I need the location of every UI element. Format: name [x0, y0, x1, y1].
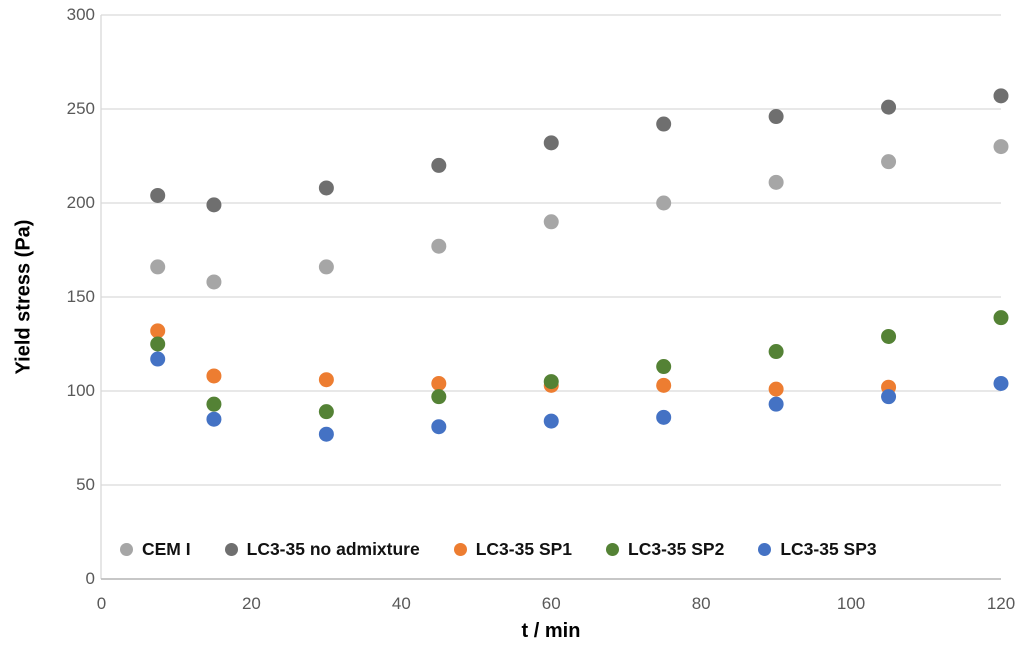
legend-marker-icon — [224, 542, 238, 556]
x-axis-title: t / min — [521, 620, 581, 642]
y-tick-label: 150 — [66, 287, 95, 306]
data-point-series-3 — [768, 344, 784, 360]
data-point-series-4 — [656, 409, 672, 425]
data-point-series-2 — [206, 368, 222, 384]
chart-legend: CEM I LC3-35 no admixture LC3-35 SP1 LC3-35… — [120, 537, 877, 561]
data-point-series-0 — [993, 139, 1009, 155]
legend-item: LC3-35 SP2 — [606, 537, 724, 561]
data-point-series-0 — [150, 259, 166, 275]
data-point-series-2 — [656, 377, 672, 393]
y-tick-label: 50 — [76, 475, 95, 494]
data-point-series-4 — [993, 375, 1009, 391]
x-tick-label: 100 — [836, 594, 866, 613]
legend-marker-icon — [453, 542, 467, 556]
x-tick-label: 120 — [986, 594, 1016, 613]
legend-label: LC3-35 SP3 — [780, 539, 877, 559]
data-point-series-1 — [318, 180, 334, 196]
data-point-series-1 — [206, 197, 222, 213]
legend-item: LC3-35 SP3 — [758, 537, 877, 561]
y-tick-label: 0 — [85, 569, 95, 588]
legend-marker-icon — [606, 542, 620, 556]
data-point-series-0 — [206, 274, 222, 290]
data-point-series-3 — [993, 310, 1009, 326]
data-point-series-4 — [881, 389, 897, 405]
data-point-series-3 — [881, 328, 897, 344]
y-axis-title: Yield stress (Pa) — [12, 219, 35, 375]
data-point-series-1 — [993, 88, 1009, 104]
data-point-series-2 — [150, 323, 166, 339]
data-point-series-3 — [431, 389, 447, 405]
legend-label: LC3-35 no admixture — [246, 539, 420, 559]
legend-item: LC3-35 SP1 — [453, 537, 573, 561]
data-point-series-2 — [431, 375, 447, 391]
data-point-series-4 — [150, 351, 166, 367]
data-point-series-0 — [431, 238, 447, 254]
data-point-series-3 — [656, 359, 672, 375]
data-point-series-3 — [206, 396, 222, 412]
data-point-series-0 — [656, 195, 672, 211]
data-point-series-0 — [543, 214, 559, 230]
legend-marker-icon — [120, 542, 133, 556]
data-point-series-0 — [318, 259, 334, 275]
legend-marker-icon — [758, 542, 772, 556]
x-tick-label: 0 — [96, 594, 107, 613]
data-point-series-1 — [768, 109, 784, 125]
data-point-series-1 — [150, 187, 166, 203]
data-point-series-0 — [881, 154, 897, 170]
data-point-series-1 — [543, 135, 559, 151]
y-tick-label: 250 — [66, 99, 95, 118]
y-tick-label: 200 — [66, 193, 95, 212]
y-tick-label: 100 — [66, 381, 95, 400]
data-point-series-2 — [768, 381, 784, 397]
data-point-series-0 — [768, 174, 784, 190]
data-point-series-4 — [768, 396, 784, 412]
data-point-series-3 — [318, 404, 334, 420]
legend-item: CEM I — [120, 537, 191, 561]
data-point-series-4 — [431, 419, 447, 435]
data-point-series-1 — [656, 116, 672, 132]
x-tick-label: 80 — [691, 594, 711, 613]
y-tick-label: 300 — [66, 5, 95, 24]
x-tick-label: 40 — [391, 594, 411, 613]
legend-item: LC3-35 no admixture — [224, 537, 420, 561]
data-point-series-1 — [881, 99, 897, 115]
x-tick-label: 20 — [241, 594, 261, 613]
legend-label: LC3-35 SP1 — [475, 539, 573, 559]
data-point-series-1 — [431, 157, 447, 173]
data-point-series-2 — [318, 372, 334, 388]
legend-label: CEM I — [142, 539, 191, 559]
data-point-series-4 — [543, 413, 559, 429]
data-point-series-4 — [206, 411, 222, 427]
data-point-series-3 — [543, 374, 559, 390]
data-point-series-4 — [318, 426, 334, 442]
legend-label: LC3-35 SP2 — [628, 539, 725, 559]
x-tick-label: 60 — [541, 594, 561, 613]
data-point-series-3 — [150, 336, 166, 352]
